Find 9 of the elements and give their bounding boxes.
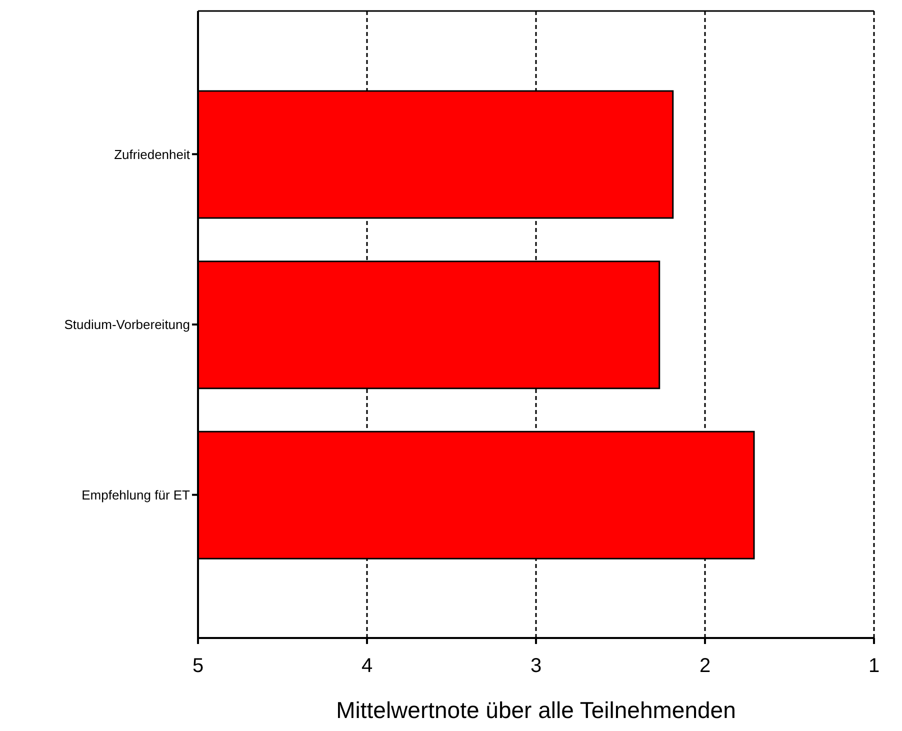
x-tick-label: 3: [530, 655, 542, 678]
x-tick-label: 4: [361, 655, 373, 678]
x-tick-label: 2: [699, 655, 711, 678]
x-tick-label: 5: [192, 655, 204, 678]
y-tick-label: Zufriedenheit: [114, 146, 190, 162]
y-tick-label: Empfehlung für ET: [82, 487, 190, 502]
y-tick-label: Studium-Vorbereitung: [64, 317, 190, 332]
x-axis-title: Mittelwertnote über alle Teilnehmenden: [336, 697, 736, 723]
x-tick-label: 1: [868, 655, 880, 678]
